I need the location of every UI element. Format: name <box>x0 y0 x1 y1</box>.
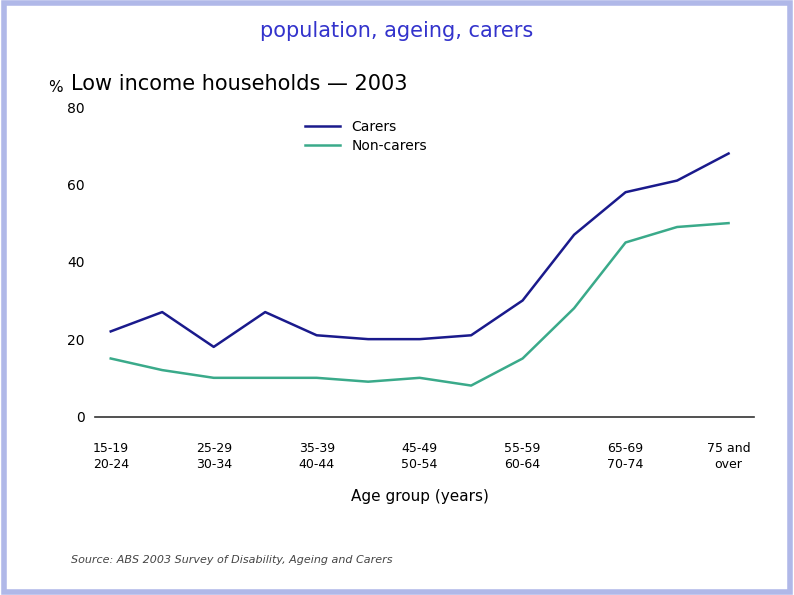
Y-axis label: %: % <box>48 80 63 95</box>
Text: population, ageing, carers: population, ageing, carers <box>260 21 534 41</box>
Text: 20-24: 20-24 <box>93 458 129 471</box>
Text: 30-34: 30-34 <box>195 458 232 471</box>
Text: 60-64: 60-64 <box>504 458 541 471</box>
Text: Low income households — 2003: Low income households — 2003 <box>71 74 408 95</box>
Text: 25-29: 25-29 <box>195 441 232 455</box>
Text: 35-39: 35-39 <box>299 441 335 455</box>
Text: 50-54: 50-54 <box>402 458 437 471</box>
Text: 45-49: 45-49 <box>402 441 437 455</box>
Text: 75 and: 75 and <box>707 441 750 455</box>
Text: 65-69: 65-69 <box>607 441 644 455</box>
Text: 55-59: 55-59 <box>504 441 541 455</box>
Text: Source: ABS 2003 Survey of Disability, Ageing and Carers: Source: ABS 2003 Survey of Disability, A… <box>71 555 393 565</box>
Text: 15-19: 15-19 <box>93 441 129 455</box>
Text: over: over <box>715 458 742 471</box>
Text: Age group (years): Age group (years) <box>351 488 488 504</box>
Legend: Carers, Non-carers: Carers, Non-carers <box>300 114 433 159</box>
Text: 70-74: 70-74 <box>607 458 644 471</box>
Text: 40-44: 40-44 <box>299 458 335 471</box>
